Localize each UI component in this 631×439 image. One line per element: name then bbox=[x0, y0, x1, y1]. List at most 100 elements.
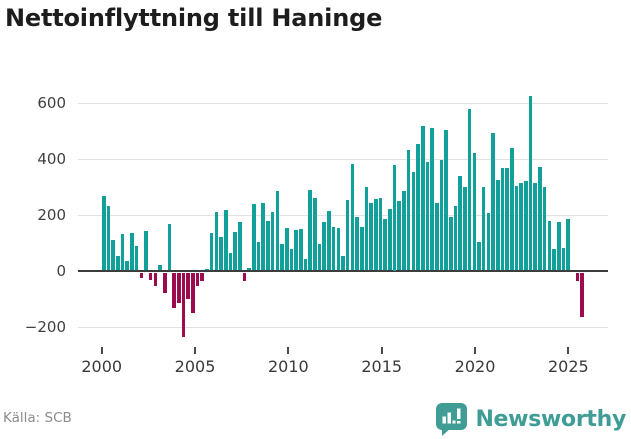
gridline bbox=[78, 215, 608, 217]
x-tick bbox=[567, 347, 570, 354]
bar-positive bbox=[284, 227, 289, 271]
bar-positive bbox=[355, 217, 359, 271]
bar-positive bbox=[561, 247, 566, 271]
bar-positive bbox=[223, 210, 228, 271]
bar-positive bbox=[158, 264, 162, 271]
bar-positive bbox=[256, 241, 261, 271]
bar-positive bbox=[219, 236, 223, 271]
x-axis-label: 2005 bbox=[174, 357, 216, 376]
bar-negative bbox=[148, 272, 153, 281]
bar-positive bbox=[327, 210, 331, 271]
bar-positive bbox=[130, 232, 134, 271]
bar-positive bbox=[111, 239, 115, 271]
bar-negative bbox=[191, 272, 195, 314]
bar-positive bbox=[144, 231, 148, 271]
bar-positive bbox=[261, 202, 266, 271]
bar-positive bbox=[308, 190, 312, 271]
bar-positive bbox=[514, 185, 519, 271]
bar-positive bbox=[341, 255, 345, 271]
bar-positive bbox=[247, 267, 251, 271]
bar-positive bbox=[134, 245, 139, 271]
x-tick bbox=[100, 347, 103, 354]
bar-negative bbox=[172, 272, 176, 309]
bar-positive bbox=[556, 222, 561, 271]
bar-positive bbox=[463, 187, 467, 271]
bar-positive bbox=[102, 196, 106, 271]
bar-positive bbox=[289, 249, 294, 271]
bar-negative bbox=[575, 272, 580, 281]
bar-positive bbox=[238, 221, 242, 271]
bar-positive bbox=[477, 242, 481, 271]
y-axis-label: −200 bbox=[24, 318, 66, 337]
bar-positive bbox=[167, 223, 172, 271]
bar-negative bbox=[186, 272, 190, 300]
bar-positive bbox=[453, 205, 458, 271]
bar-positive bbox=[331, 226, 336, 271]
x-tick bbox=[474, 347, 477, 354]
bar-positive bbox=[486, 212, 491, 271]
bar-chart-speech-bubble-icon bbox=[435, 401, 468, 437]
bar-negative bbox=[139, 272, 144, 279]
bar-positive bbox=[294, 229, 298, 271]
bar-positive bbox=[317, 244, 322, 271]
bar-negative bbox=[200, 272, 205, 281]
bar-positive bbox=[388, 209, 392, 271]
bar-positive bbox=[106, 206, 111, 271]
bar-positive bbox=[359, 226, 364, 271]
x-tick bbox=[287, 347, 290, 354]
gridline bbox=[78, 159, 608, 160]
bar-positive bbox=[364, 186, 369, 271]
bar-positive bbox=[298, 229, 303, 271]
bar-positive bbox=[214, 212, 219, 271]
bar-positive bbox=[533, 182, 538, 271]
bar-positive bbox=[345, 199, 350, 271]
bar-negative bbox=[153, 272, 158, 287]
bar-positive bbox=[266, 220, 270, 271]
bar-positive bbox=[481, 186, 486, 271]
zero-axis-line bbox=[78, 270, 608, 273]
bar-positive bbox=[491, 133, 495, 271]
bar-positive bbox=[542, 187, 547, 271]
bar-positive bbox=[209, 232, 214, 271]
bar-positive bbox=[495, 179, 500, 271]
bar-positive bbox=[402, 190, 406, 271]
bar-positive bbox=[411, 171, 416, 271]
bar-positive bbox=[505, 168, 509, 271]
bar-positive bbox=[252, 204, 256, 271]
bar-positive bbox=[519, 182, 523, 271]
bar-positive bbox=[425, 161, 430, 271]
bar-positive bbox=[336, 228, 341, 271]
bar-positive bbox=[472, 153, 477, 271]
x-axis-label: 2025 bbox=[547, 357, 589, 376]
bar-positive bbox=[416, 144, 420, 271]
bar-positive bbox=[205, 269, 209, 271]
bar-positive bbox=[228, 253, 233, 271]
x-tick bbox=[380, 347, 383, 354]
newsworthy-logo: Newsworthy bbox=[435, 400, 626, 438]
x-axis-label: 2000 bbox=[81, 357, 123, 376]
bar-positive bbox=[510, 147, 514, 271]
bar-positive bbox=[116, 256, 120, 271]
gridline bbox=[78, 327, 608, 329]
bar-negative bbox=[580, 272, 584, 317]
bar-positive bbox=[524, 180, 528, 271]
bar-positive bbox=[280, 244, 284, 271]
y-axis-label: 600 bbox=[37, 93, 66, 112]
x-axis-label: 2015 bbox=[361, 357, 403, 376]
bar-negative bbox=[181, 272, 186, 338]
bar-positive bbox=[420, 125, 425, 271]
x-tick bbox=[194, 347, 197, 354]
bar-positive bbox=[430, 127, 434, 271]
bar-positive bbox=[374, 199, 378, 271]
bar-positive bbox=[369, 202, 373, 271]
bar-positive bbox=[120, 234, 125, 271]
bar-positive bbox=[275, 190, 280, 271]
bar-positive bbox=[322, 222, 327, 271]
bar-positive bbox=[378, 197, 383, 271]
bar-positive bbox=[233, 231, 237, 271]
bar-positive bbox=[467, 109, 472, 271]
bar-positive bbox=[125, 260, 130, 271]
bar-positive bbox=[444, 129, 448, 271]
